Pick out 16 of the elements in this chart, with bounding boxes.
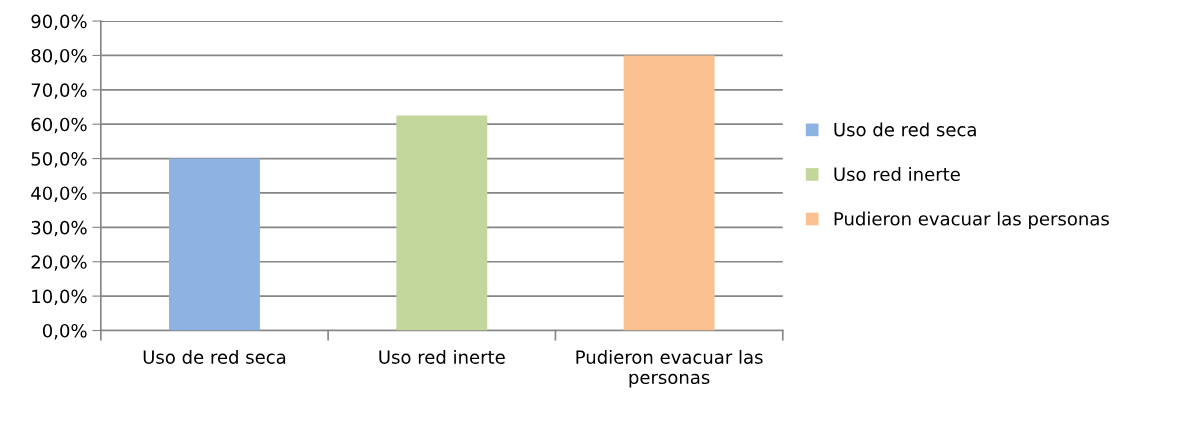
x-tick-label: Uso de red seca (143, 349, 286, 364)
legend-label: Pudieron evacuar las personas (834, 211, 1109, 230)
y-tick-label: 10,0% (32, 289, 87, 306)
y-tick-label: 0,0% (42, 323, 87, 340)
y-tick-label: 40,0% (31, 186, 87, 202)
y-tick-label: 60,0% (31, 117, 87, 134)
x-tick-label: Pudieron evacuar las personas (576, 349, 763, 388)
y-tick-label: 50,0% (31, 152, 87, 168)
y-tick-label: 80,0% (31, 48, 87, 65)
y-tick-label: 90,0% (31, 14, 87, 31)
y-tick-label: 30,0% (31, 220, 87, 237)
y-tick-label: 70,0% (31, 83, 87, 99)
y-tick-label: 20,0% (31, 255, 87, 271)
legend-label: Uso de red seca (834, 122, 976, 137)
x-tick-label: Uso red inerte (379, 349, 505, 364)
legend-label: Uso red inerte (834, 167, 960, 182)
